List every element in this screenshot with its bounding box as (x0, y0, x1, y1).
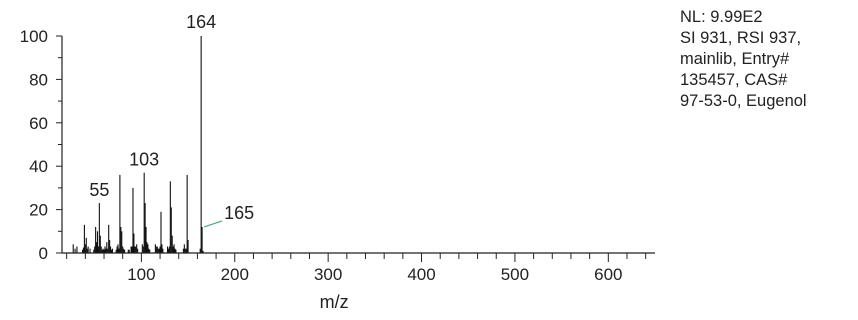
peak-label-55: 55 (89, 180, 109, 200)
x-axis-ticks: 100 200 300 400 500 600 (66, 253, 647, 284)
y-tick-label: 80 (29, 70, 48, 89)
peak-label-103: 103 (129, 150, 159, 170)
info-line-similarity: SI 931, RSI 937, (680, 29, 802, 47)
x-tick-label: 100 (127, 265, 155, 284)
x-tick-label: 400 (407, 265, 435, 284)
y-tick-label: 20 (29, 201, 48, 220)
peak-labels: 55 103 164 165 (89, 12, 254, 228)
x-tick-label: 600 (594, 265, 622, 284)
x-tick-label: 200 (221, 265, 249, 284)
library-match-info: NL: 9.99E2 SI 931, RSI 937, mainlib, Ent… (680, 7, 855, 112)
x-axis-label: m/z (320, 292, 349, 312)
peak-165-leader-line (203, 220, 223, 228)
mass-spectrum-chart: 100 200 300 400 500 600 0 20 40 60 80 100 55 103 164… (20, 12, 655, 312)
y-tick-label: 60 (29, 114, 48, 133)
info-line-compound: 97-53-0, Eugenol (680, 92, 807, 110)
peak-label-164: 164 (186, 12, 216, 32)
info-line-entry: 135457, CAS# (680, 71, 788, 89)
info-line-library: mainlib, Entry# (680, 50, 790, 68)
spectrum-bars (72, 36, 204, 253)
y-tick-label: 40 (29, 157, 48, 176)
peak-label-165: 165 (224, 203, 254, 223)
y-tick-label: 100 (20, 27, 48, 46)
y-axis-ticks: 0 20 40 60 80 100 (20, 27, 62, 263)
x-tick-label: 300 (314, 265, 342, 284)
info-line-normalization: NL: 9.99E2 (680, 8, 763, 26)
x-tick-label: 500 (501, 265, 529, 284)
y-tick-label: 0 (39, 244, 48, 263)
